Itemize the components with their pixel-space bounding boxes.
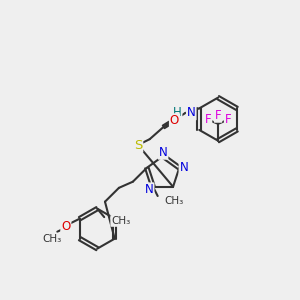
Text: F: F (225, 113, 232, 126)
Text: N: N (145, 183, 154, 196)
Text: N: N (187, 106, 196, 119)
Text: O: O (61, 220, 70, 233)
Text: F: F (205, 113, 211, 126)
Text: CH₃: CH₃ (165, 196, 184, 206)
Text: CH₃: CH₃ (111, 216, 130, 226)
Text: S: S (134, 139, 142, 152)
Text: CH₃: CH₃ (42, 234, 62, 244)
Text: F: F (215, 109, 221, 122)
Text: N: N (159, 146, 167, 159)
Text: H: H (173, 106, 182, 119)
Text: N: N (179, 161, 188, 174)
Text: O: O (170, 114, 179, 127)
